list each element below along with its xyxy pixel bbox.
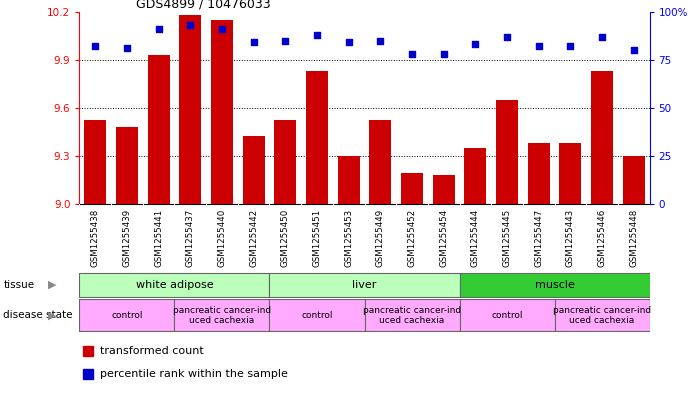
Bar [364,299,460,331]
Point [216,26,227,32]
Text: GSM1255442: GSM1255442 [249,209,258,267]
Bar [464,148,486,204]
Text: GSM1255448: GSM1255448 [630,209,638,267]
Text: ▶: ▶ [48,310,57,320]
Bar [174,299,269,331]
Bar [338,156,360,204]
Bar [460,299,554,331]
Text: GSM1255446: GSM1255446 [598,209,607,267]
Bar [274,121,296,204]
Point [280,37,291,44]
Text: liver: liver [352,280,377,290]
Text: GSM1255439: GSM1255439 [122,209,131,267]
Point [438,51,449,57]
Text: muscle: muscle [535,280,574,290]
Point [312,32,323,38]
Text: GSM1255447: GSM1255447 [534,209,543,267]
Bar [591,71,613,204]
Text: pancreatic cancer-ind
uced cachexia: pancreatic cancer-ind uced cachexia [553,306,651,325]
Bar [496,100,518,204]
Bar [559,143,581,204]
Bar [83,369,93,379]
Point [565,43,576,50]
Text: GSM1255441: GSM1255441 [154,209,163,267]
Text: disease state: disease state [3,310,73,320]
Text: control: control [301,311,333,320]
Text: pancreatic cancer-ind
uced cachexia: pancreatic cancer-ind uced cachexia [363,306,461,325]
Bar [554,299,650,331]
Bar [269,299,364,331]
Text: percentile rank within the sample: percentile rank within the sample [100,369,288,379]
Bar [243,136,265,204]
Point [596,33,607,40]
Bar [401,173,423,204]
Text: GSM1255444: GSM1255444 [471,209,480,267]
Text: GSM1255440: GSM1255440 [218,209,227,267]
Bar [460,273,650,298]
Bar [369,121,391,204]
Point [90,43,101,50]
Point [502,33,513,40]
Bar [148,55,170,204]
Point [248,39,259,46]
Text: transformed count: transformed count [100,346,204,356]
Bar [79,273,269,298]
Point [533,43,545,50]
Text: GSM1255453: GSM1255453 [344,209,353,267]
Bar [306,71,328,204]
Text: GSM1255438: GSM1255438 [91,209,100,267]
Text: GDS4899 / 10476033: GDS4899 / 10476033 [136,0,271,11]
Point [470,41,481,48]
Point [406,51,417,57]
Point [153,26,164,32]
Text: GSM1255452: GSM1255452 [408,209,417,267]
Point [343,39,354,46]
Text: control: control [111,311,143,320]
Point [184,22,196,28]
Text: GSM1255450: GSM1255450 [281,209,290,267]
Bar [83,346,93,356]
Bar [269,273,460,298]
Bar [528,143,550,204]
Text: GSM1255451: GSM1255451 [312,209,321,267]
Text: pancreatic cancer-ind
uced cachexia: pancreatic cancer-ind uced cachexia [173,306,271,325]
Text: GSM1255443: GSM1255443 [566,209,575,267]
Bar [433,175,455,204]
Bar [179,15,201,204]
Point [375,37,386,44]
Point [122,45,133,51]
Text: GSM1255454: GSM1255454 [439,209,448,267]
Bar [116,127,138,204]
Text: white adipose: white adipose [135,280,214,290]
Text: control: control [491,311,523,320]
Text: ▶: ▶ [48,280,57,290]
Bar [79,299,174,331]
Text: GSM1255437: GSM1255437 [186,209,195,267]
Text: GSM1255449: GSM1255449 [376,209,385,267]
Text: tissue: tissue [3,280,35,290]
Bar [211,20,233,204]
Bar [623,156,645,204]
Bar [84,121,106,204]
Text: GSM1255445: GSM1255445 [502,209,511,267]
Point [628,47,639,53]
